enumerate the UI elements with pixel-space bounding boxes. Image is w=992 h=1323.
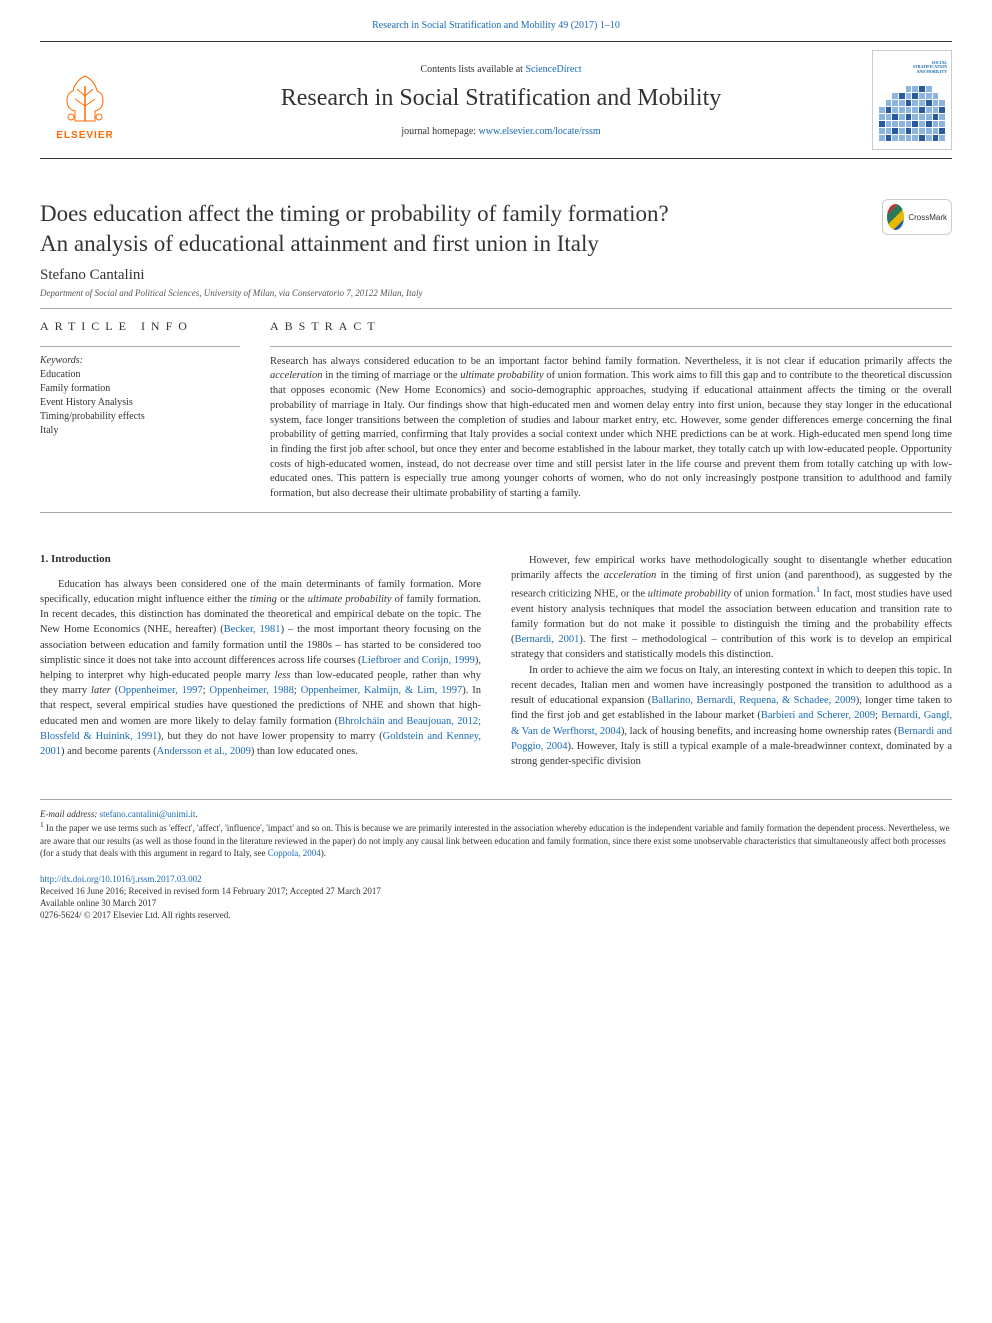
footnote-1: 1 In the paper we use terms such as 'eff… xyxy=(40,820,952,858)
footnotes: E-mail address: stefano.cantalini@unimi.… xyxy=(40,799,952,859)
author-block: Stefano Cantalini Department of Social a… xyxy=(40,267,952,298)
header-citation: Research in Social Stratification and Mo… xyxy=(0,0,992,41)
received-line: Received 16 June 2016; Received in revis… xyxy=(40,885,952,897)
email-label: E-mail address: xyxy=(40,809,100,819)
journal-homepage: journal homepage: www.elsevier.com/locat… xyxy=(130,126,872,137)
keyword: Family formation xyxy=(40,382,240,396)
keyword: Italy xyxy=(40,424,240,438)
author-name: Stefano Cantalini xyxy=(40,267,952,284)
homepage-link[interactable]: www.elsevier.com/locate/rssm xyxy=(479,126,601,137)
elsevier-label: ELSEVIER xyxy=(56,130,113,141)
body-para-1: Education has always been considered one… xyxy=(40,577,481,760)
citation-link[interactable]: Oppenheimer, Kalmijn, & Lim, 1997 xyxy=(301,685,462,696)
abstract-divider xyxy=(270,346,952,347)
abstract-text: Research has always considered education… xyxy=(270,355,952,502)
citation-link[interactable]: Coppola, 2004 xyxy=(268,848,321,858)
citation-link[interactable]: Ballarino, Bernardi, Requena, & Schadee,… xyxy=(651,695,855,706)
cover-label: SOCIAL STRATIFICATION AND MOBILITY xyxy=(877,61,947,74)
body-section: 1. Introduction Education has always bee… xyxy=(40,553,952,770)
journal-cover-thumb[interactable]: SOCIAL STRATIFICATION AND MOBILITY xyxy=(872,50,952,150)
divider xyxy=(40,512,952,513)
doi-block: http://dx.doi.org/10.1016/j.rssm.2017.03… xyxy=(40,873,952,922)
sciencedirect-link[interactable]: ScienceDirect xyxy=(525,64,581,75)
citation-link[interactable]: Bernardi, 2001 xyxy=(515,634,580,645)
info-divider xyxy=(40,346,240,347)
keyword: Event History Analysis xyxy=(40,396,240,410)
title-line1: Does education affect the timing or prob… xyxy=(40,201,669,226)
abstract-col: ABSTRACT Research has always considered … xyxy=(270,319,952,502)
elsevier-logo[interactable]: ELSEVIER xyxy=(40,55,130,145)
article-title: Does education affect the timing or prob… xyxy=(40,199,862,259)
doi-link[interactable]: http://dx.doi.org/10.1016/j.rssm.2017.03… xyxy=(40,874,202,884)
body-para-2: However, few empirical works have method… xyxy=(511,553,952,663)
citation-link[interactable]: Becker, 1981 xyxy=(224,624,281,635)
body-para-3: In order to achieve the aim we focus on … xyxy=(511,663,952,770)
article-title-block: Does education affect the timing or prob… xyxy=(40,199,952,259)
citation-link[interactable]: Andersson et al., 2009 xyxy=(157,746,251,757)
email-footnote: E-mail address: stefano.cantalini@unimi.… xyxy=(40,808,952,820)
title-line2: An analysis of educational attainment an… xyxy=(40,231,599,256)
crossmark-icon xyxy=(887,204,904,230)
abstract-header: ABSTRACT xyxy=(270,319,952,334)
divider xyxy=(40,308,952,309)
citation-link[interactable]: Barbieri and Scherer, 2009 xyxy=(761,710,875,721)
copyright-line: 0276-5624/ © 2017 Elsevier Ltd. All righ… xyxy=(40,909,952,921)
elsevier-tree-icon xyxy=(55,71,115,126)
contents-pre: Contents lists available at xyxy=(420,64,525,75)
available-line: Available online 30 March 2017 xyxy=(40,897,952,909)
article-info-col: ARTICLE INFO Keywords: Education Family … xyxy=(40,319,240,502)
crossmark-badge[interactable]: CrossMark xyxy=(882,199,952,235)
homepage-pre: journal homepage: xyxy=(401,126,478,137)
info-abstract-row: ARTICLE INFO Keywords: Education Family … xyxy=(40,319,952,502)
keyword: Education xyxy=(40,368,240,382)
journal-header: ELSEVIER Contents lists available at Sci… xyxy=(40,41,952,159)
contents-line: Contents lists available at ScienceDirec… xyxy=(130,64,872,75)
affiliation: Department of Social and Political Scien… xyxy=(40,288,952,298)
keyword: Timing/probability effects xyxy=(40,410,240,424)
cover-grid-icon xyxy=(879,86,945,141)
crossmark-label: CrossMark xyxy=(908,213,947,222)
citation-link[interactable]: Liefbroer and Corijn, 1999 xyxy=(362,655,475,666)
email-link[interactable]: stefano.cantalini@unimi.it xyxy=(100,809,196,819)
keywords-label: Keywords: xyxy=(40,355,240,366)
citation-link[interactable]: Oppenheimer, 1988 xyxy=(210,685,294,696)
header-citation-link[interactable]: Research in Social Stratification and Mo… xyxy=(372,20,620,31)
journal-title: Research in Social Stratification and Mo… xyxy=(130,85,872,112)
journal-header-center: Contents lists available at ScienceDirec… xyxy=(130,64,872,137)
article-info-header: ARTICLE INFO xyxy=(40,319,240,334)
section-heading-intro: 1. Introduction xyxy=(40,553,481,565)
citation-link[interactable]: Oppenheimer, 1997 xyxy=(118,685,202,696)
